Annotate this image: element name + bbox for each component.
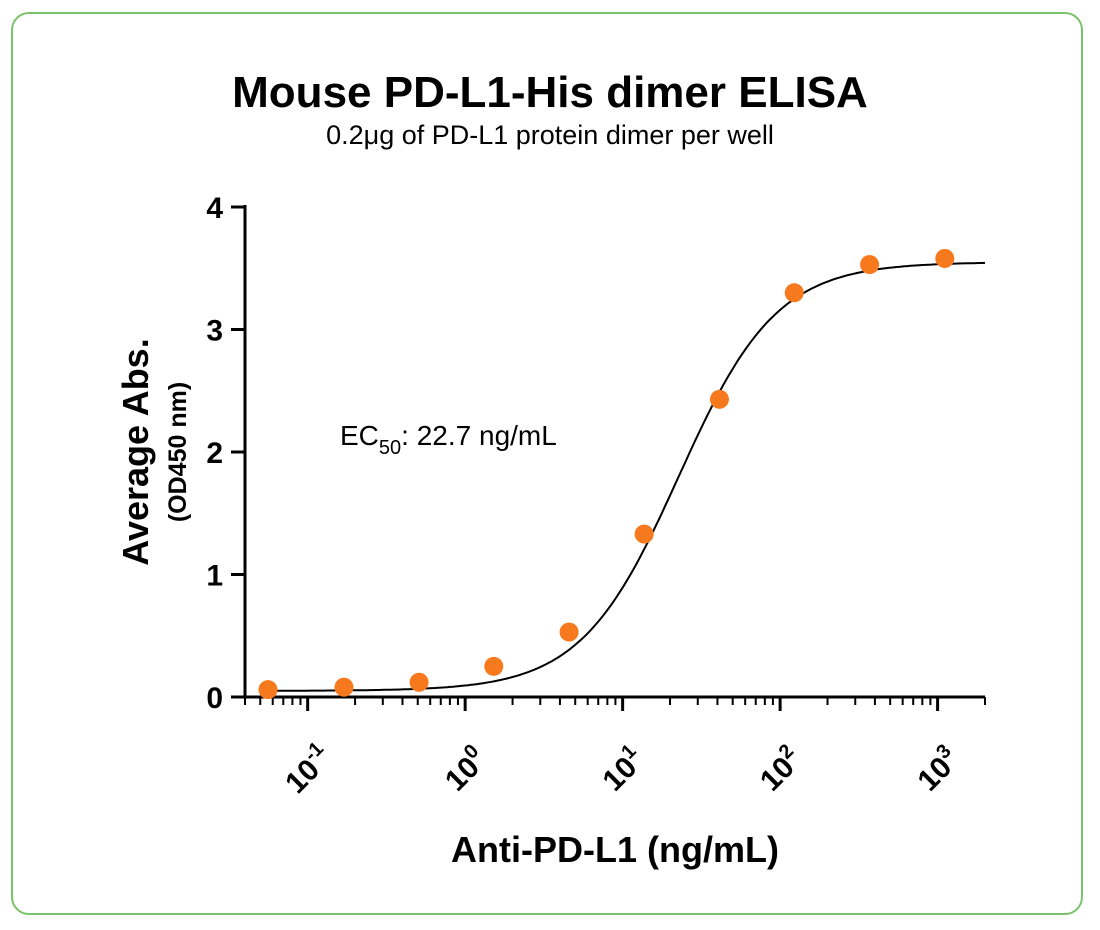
data-point	[409, 672, 429, 692]
ec50-value: : 22.7 ng/mL	[401, 420, 557, 451]
y-tick-label: 1	[206, 560, 223, 593]
data-point	[334, 677, 354, 697]
data-point	[709, 389, 729, 409]
x-tick-label: 100	[436, 740, 494, 798]
fit-curve	[268, 261, 986, 692]
x-tick-label: 10-1	[276, 738, 338, 800]
x-ticks: 10-1 100 101 102 103	[244, 697, 986, 800]
x-tick-label: 103	[909, 740, 967, 798]
data-point	[258, 680, 278, 700]
axes	[243, 205, 985, 699]
y-tick-label: 4	[206, 192, 223, 225]
ec50-annotation: EC50: 22.7 ng/mL	[340, 420, 557, 459]
x-tick-label: 102	[751, 740, 809, 798]
data-points	[258, 248, 955, 700]
y-axis-title: Average Abs.	[115, 338, 156, 565]
y-tick-label: 2	[206, 437, 223, 470]
x-axis-title: Anti-PD-L1 (ng/mL)	[451, 829, 779, 870]
chart-frame	[11, 12, 1083, 915]
data-point	[935, 248, 955, 268]
y-tick-label: 0	[206, 682, 223, 715]
ec50-prefix: EC	[340, 420, 379, 451]
y-ticks: 0 1 2 3 4	[206, 192, 245, 715]
data-point	[484, 656, 504, 676]
data-point	[559, 622, 579, 642]
ec50-subscript: 50	[379, 437, 401, 459]
y-tick-label: 3	[206, 315, 223, 348]
chart-subtitle: 0.2μg of PD-L1 protein dimer per well	[326, 120, 774, 150]
data-point	[634, 524, 654, 544]
x-tick-label: 101	[594, 740, 652, 798]
data-point	[860, 255, 880, 275]
data-point	[784, 283, 804, 303]
y-axis-subtitle: (OD450 nm)	[164, 382, 192, 522]
chart-title: Mouse PD-L1-His dimer ELISA	[232, 68, 868, 117]
